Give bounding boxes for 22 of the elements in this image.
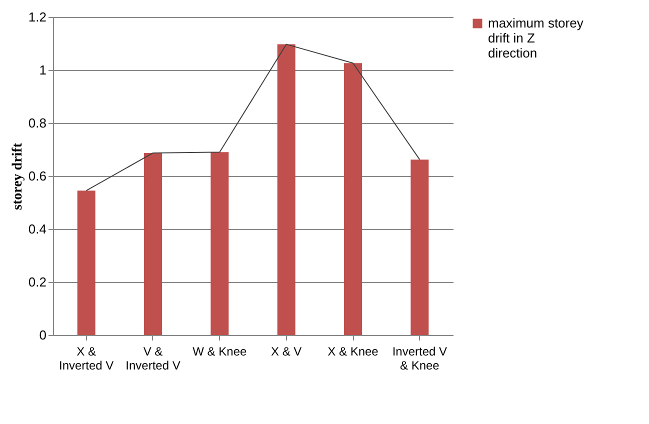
x-tick-label: X & Knee: [328, 344, 379, 358]
x-tick-label: X & Inverted V: [58, 344, 114, 372]
bar: [344, 63, 362, 335]
y-tick-label: 1.2: [28, 10, 46, 24]
y-tick-label: 1: [39, 62, 46, 78]
y-tick-label: 0: [39, 328, 46, 342]
y-tick-label: 0.4: [28, 222, 46, 236]
y-tick-label: 0.8: [28, 116, 46, 130]
y-tick-label: 0.6: [28, 168, 46, 184]
y-axis-title: storey drift: [10, 142, 26, 210]
bar: [410, 160, 429, 335]
x-tick-label: V & Inverted V: [126, 344, 180, 372]
x-tick-label: X & V: [270, 344, 302, 358]
bar: [144, 152, 162, 335]
bar: [210, 152, 229, 335]
legend-label: maximum storey drift in Z direction: [488, 16, 584, 60]
bar: [77, 190, 96, 335]
bar: [277, 44, 296, 335]
line-series: [86, 44, 420, 192]
x-tick-label: Inverted V & Knee: [392, 344, 448, 372]
x-tick-label: W & Knee: [192, 344, 247, 358]
y-tick-label: 0.2: [28, 274, 46, 290]
